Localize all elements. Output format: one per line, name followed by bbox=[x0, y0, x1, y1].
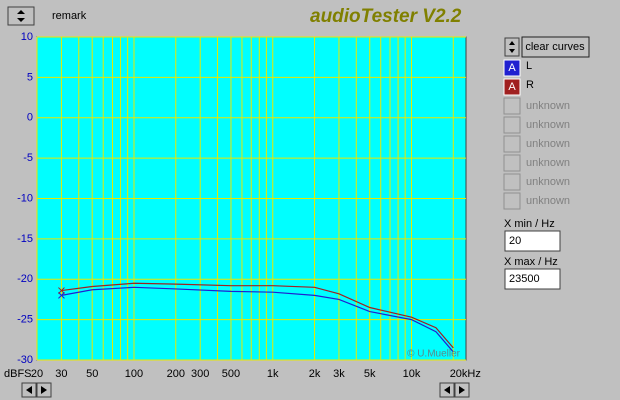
spin-button[interactable] bbox=[7, 6, 35, 26]
y-unit: dBFS bbox=[4, 368, 32, 380]
spin-arrows bbox=[509, 41, 515, 53]
channel-label: unknown bbox=[526, 195, 570, 207]
x-tick-label: 100 bbox=[125, 368, 143, 380]
x-tick-label: 2k bbox=[309, 368, 321, 380]
channel-label: unknown bbox=[526, 100, 570, 112]
legend-label: L bbox=[526, 60, 532, 72]
xmin-value[interactable]: 20 bbox=[509, 235, 521, 247]
channel-box bbox=[503, 116, 521, 134]
clear-button-label[interactable]: clear curves bbox=[525, 41, 585, 53]
x-tick-label: 30 bbox=[55, 368, 67, 380]
y-tick-label: 0 bbox=[27, 112, 33, 124]
channel-box bbox=[503, 97, 521, 115]
curve bbox=[61, 282, 454, 349]
xmin-label: X min / Hz bbox=[504, 218, 555, 230]
legend-swatch bbox=[503, 59, 521, 77]
y-tick-label: -15 bbox=[17, 233, 33, 245]
spin-button[interactable] bbox=[504, 37, 520, 57]
arrow bbox=[444, 386, 450, 394]
x-tick-label: 500 bbox=[222, 368, 240, 380]
y-tick-label: -20 bbox=[17, 273, 33, 285]
x-tick-label: 1k bbox=[267, 368, 279, 380]
channel-box bbox=[503, 192, 521, 210]
channel-box bbox=[503, 173, 521, 191]
channel-label: unknown bbox=[526, 157, 570, 169]
start-marker bbox=[58, 292, 65, 299]
x-tick-label: 20kHz bbox=[450, 368, 481, 380]
channel-box bbox=[503, 154, 521, 172]
y-tick-label: -5 bbox=[23, 152, 33, 164]
xmax-input[interactable] bbox=[504, 268, 561, 290]
app-title: audioTester V2.2 bbox=[310, 6, 462, 27]
arrow bbox=[41, 386, 47, 394]
channel-label: unknown bbox=[526, 119, 570, 131]
xmax-value[interactable]: 23500 bbox=[509, 273, 540, 285]
scroll-left[interactable] bbox=[21, 382, 52, 398]
y-tick-label: -30 bbox=[17, 354, 33, 366]
spin-arrows bbox=[17, 10, 25, 22]
x-tick-label: 50 bbox=[86, 368, 98, 380]
x-tick-label: 20 bbox=[31, 368, 43, 380]
arrow bbox=[459, 386, 465, 394]
legend-badge: A bbox=[508, 81, 516, 93]
x-tick-label: 10k bbox=[403, 368, 421, 380]
arrow bbox=[26, 386, 32, 394]
x-tick-label: 300 bbox=[191, 368, 209, 380]
y-tick-label: 5 bbox=[27, 71, 33, 83]
plot: 20 30 50 100 200 300 500 1k 2k 3k 5k 10k 20kHz1050-5… bbox=[17, 31, 481, 380]
legend-badge: A bbox=[508, 62, 516, 74]
x-tick-label: 200 bbox=[167, 368, 185, 380]
watermark: © U.Mueller bbox=[407, 349, 461, 360]
curve bbox=[61, 286, 454, 353]
y-tick-label: -25 bbox=[17, 314, 33, 326]
channel-box bbox=[503, 135, 521, 153]
remark-spin[interactable] bbox=[7, 6, 35, 26]
channel-label: unknown bbox=[526, 138, 570, 150]
x-tick-label: 5k bbox=[364, 368, 376, 380]
legend-label: R bbox=[526, 79, 534, 91]
channel-label: unknown bbox=[526, 176, 570, 188]
xmin-input[interactable] bbox=[504, 230, 561, 252]
xmax-label: X max / Hz bbox=[504, 256, 558, 268]
scroll-right[interactable] bbox=[439, 382, 470, 398]
x-tick-label: 3k bbox=[333, 368, 345, 380]
y-tick-label: -10 bbox=[17, 192, 33, 204]
start-marker bbox=[58, 287, 65, 294]
clear-button[interactable] bbox=[521, 36, 590, 58]
legend-swatch bbox=[503, 78, 521, 96]
remark-label: remark bbox=[52, 10, 87, 22]
y-tick-label: 10 bbox=[21, 31, 33, 43]
